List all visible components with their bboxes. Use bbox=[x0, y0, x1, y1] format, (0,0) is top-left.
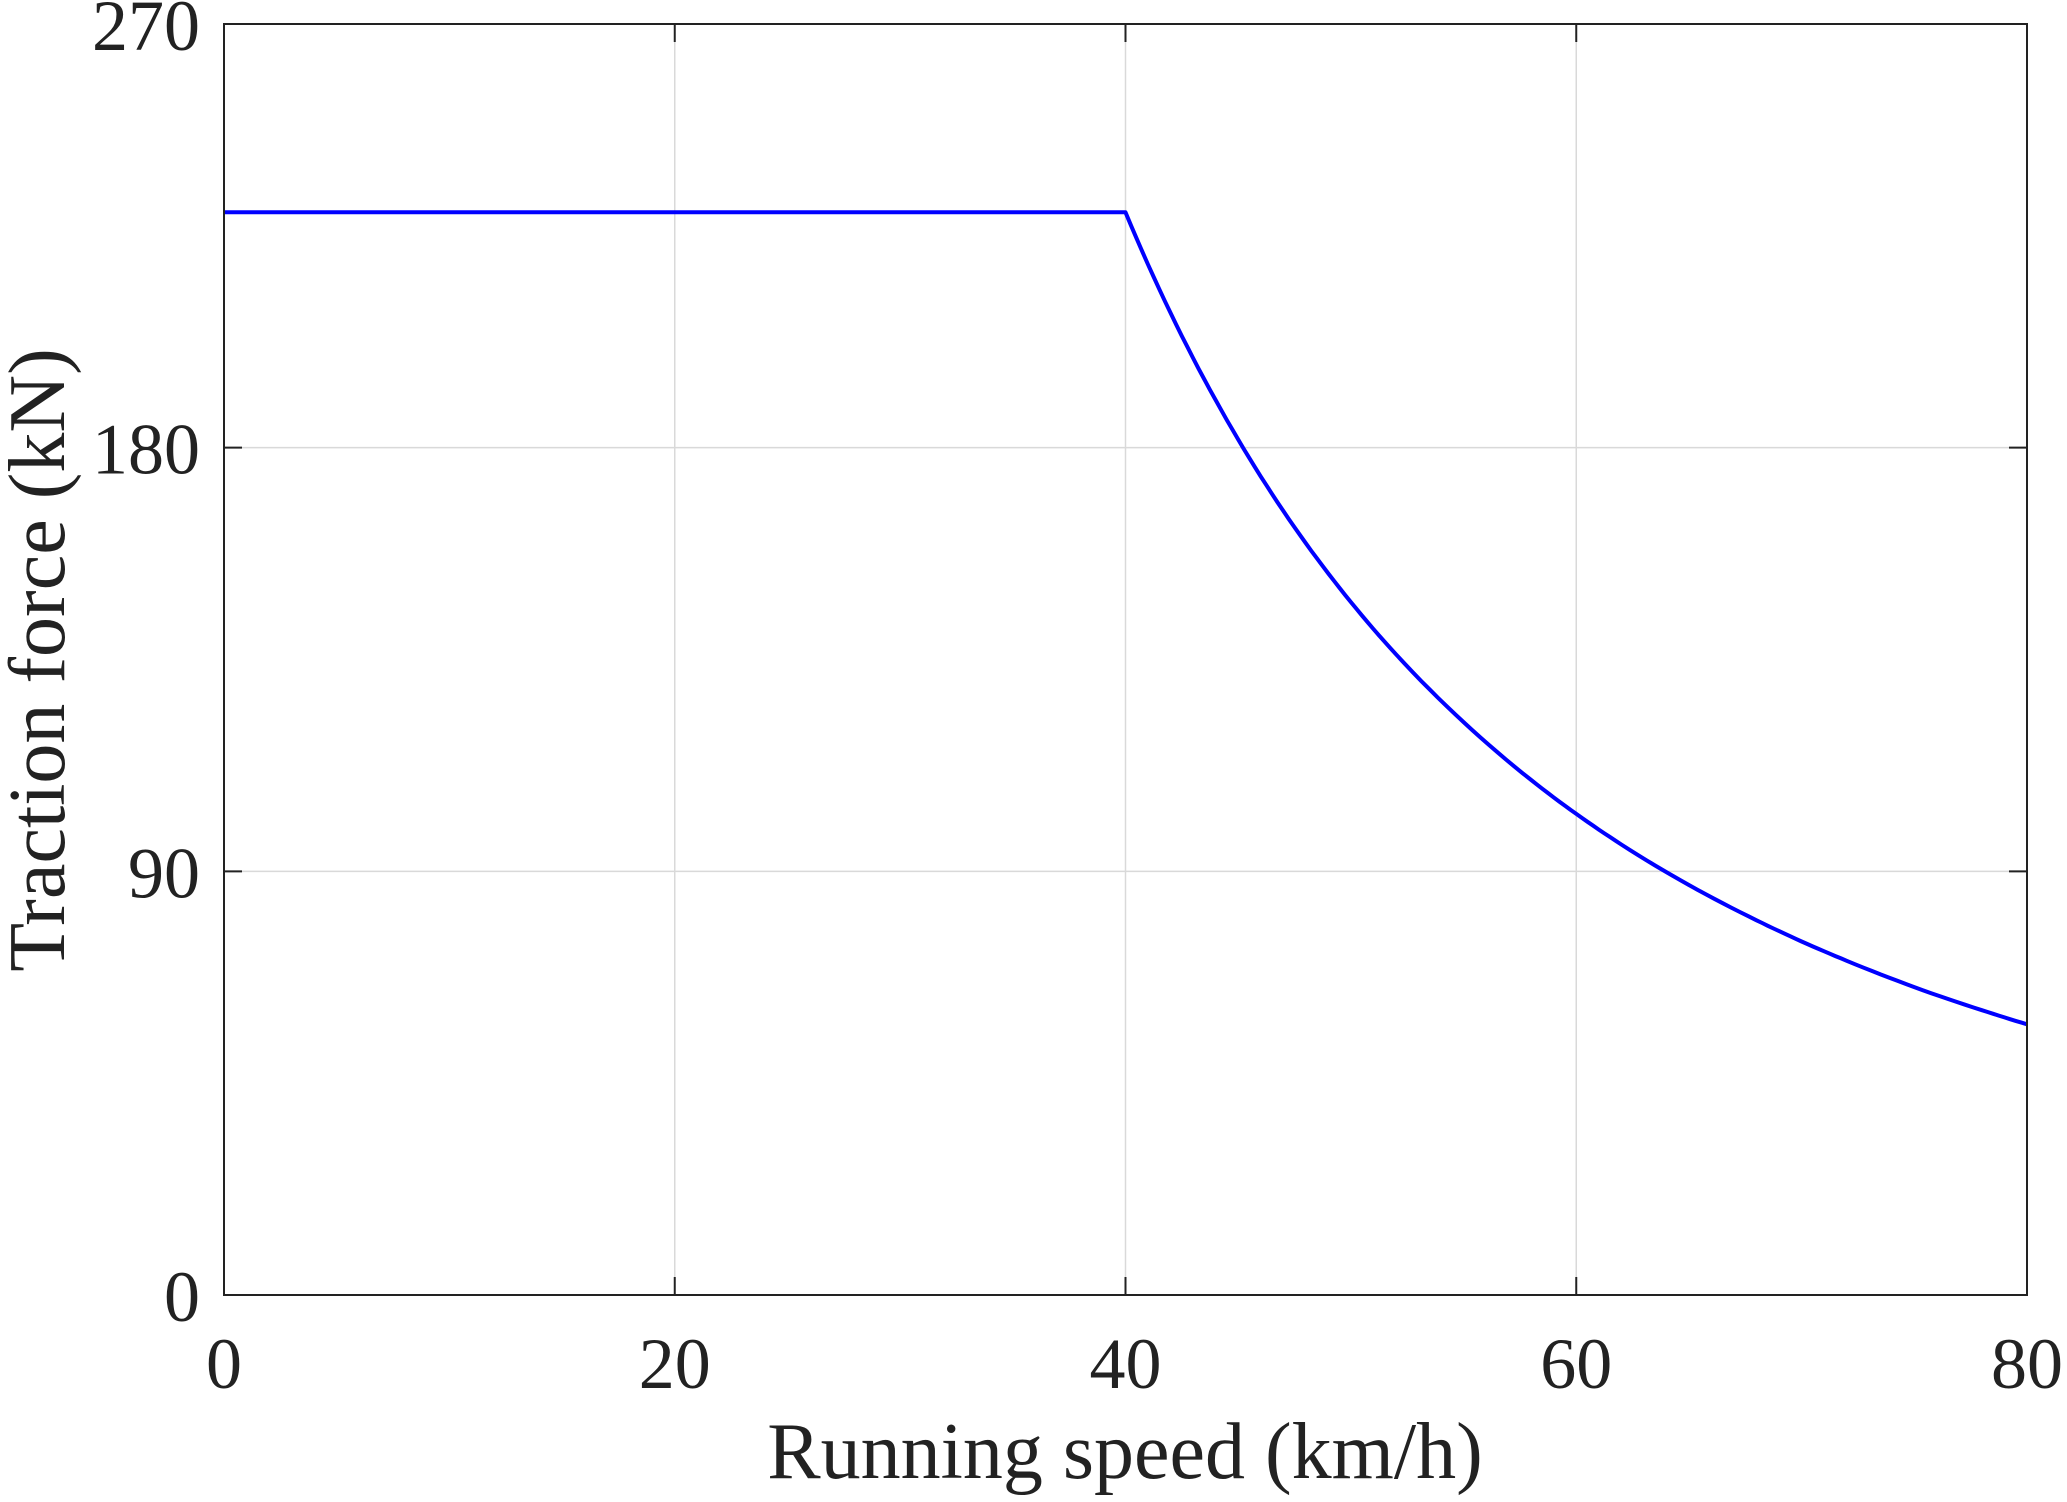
y-tick-labels: 0 90 180 270 bbox=[92, 0, 200, 1337]
series-layer bbox=[224, 210, 2028, 1027]
tick-marks bbox=[223, 23, 2028, 1296]
x-tick-labels: 0 20 40 60 80 bbox=[206, 1324, 2063, 1404]
y-tick-label: 180 bbox=[92, 410, 200, 490]
x-tick-label: 80 bbox=[1991, 1324, 2063, 1404]
x-axis-label: Running speed (km/h) bbox=[767, 1408, 1482, 1496]
traction-force-line bbox=[224, 210, 2028, 1027]
y-tick-label: 270 bbox=[92, 0, 200, 66]
y-tick-label: 90 bbox=[128, 833, 200, 913]
x-tick-label: 60 bbox=[1540, 1324, 1612, 1404]
y-axis-label: Traction force (kN) bbox=[0, 348, 82, 972]
x-tick-label: 0 bbox=[206, 1324, 242, 1404]
y-tick-label: 0 bbox=[164, 1257, 200, 1337]
x-tick-label: 40 bbox=[1090, 1324, 1162, 1404]
x-tick-label: 20 bbox=[639, 1324, 711, 1404]
